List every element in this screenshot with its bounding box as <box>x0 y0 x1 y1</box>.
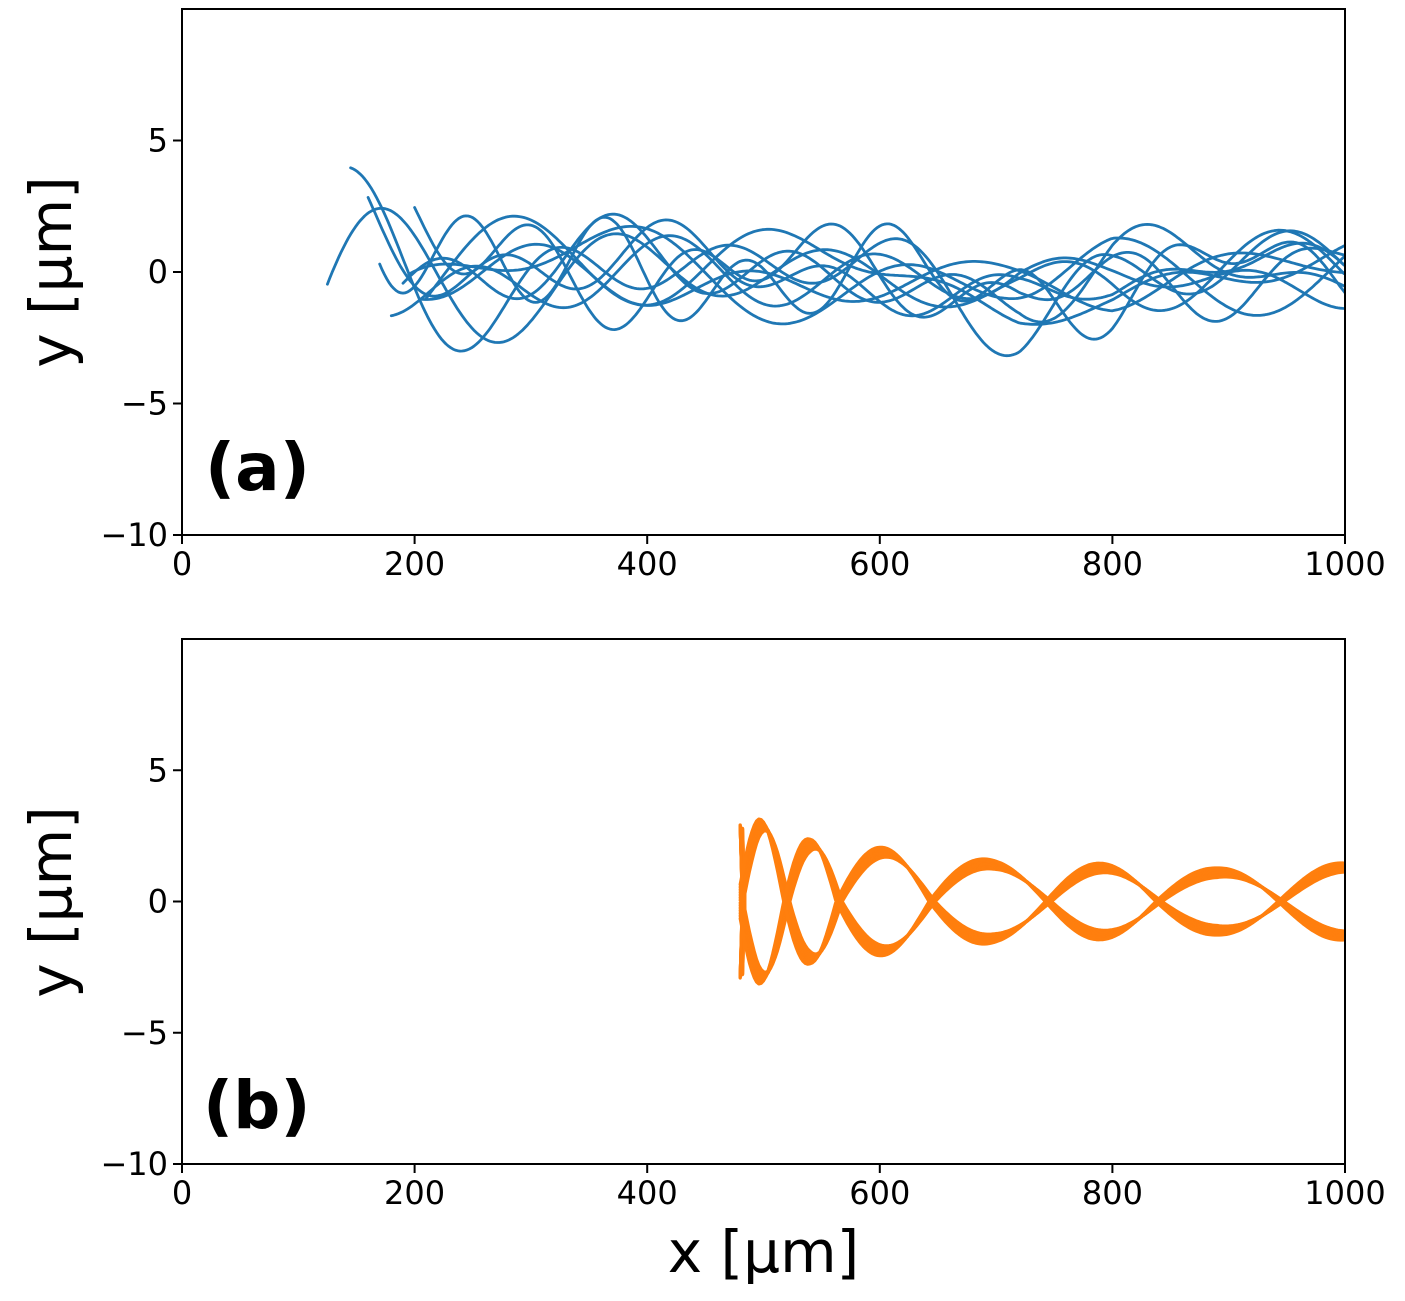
x-tick-label: 1000 <box>1304 1174 1385 1212</box>
trajectory-line <box>738 818 1345 965</box>
trajectory-line <box>738 839 1345 983</box>
trajectory-line <box>738 824 1345 978</box>
trajectory-line <box>738 822 1345 961</box>
x-tick-label: 400 <box>617 545 678 583</box>
panel-label: (a) <box>205 429 310 506</box>
trajectory-line <box>738 820 1345 964</box>
trajectory-line <box>418 227 1345 326</box>
trajectory-line <box>738 838 1345 985</box>
trajectory-line <box>738 837 1345 986</box>
trajectory-line <box>738 823 1345 979</box>
y-tick-label: 0 <box>148 883 168 921</box>
trajectory-line <box>389 234 1345 318</box>
trajectory-line <box>738 817 1345 966</box>
y-tick-label: −10 <box>100 516 168 554</box>
x-tick-label: 200 <box>384 545 445 583</box>
trajectory-line <box>738 840 1345 983</box>
panel-label: (b) <box>203 1067 311 1144</box>
series-group <box>325 166 1345 358</box>
panel-b: 0 200 400 600 800 1000 −10 −5 0 5 y [μm] x [μm] (b) <box>17 638 1386 1286</box>
trajectory-line <box>738 820 1345 963</box>
x-tick-label: 0 <box>172 545 192 583</box>
plot-frame <box>181 638 1346 1165</box>
trajectory-line <box>366 195 1345 318</box>
trajectory-line <box>401 212 1345 324</box>
x-tick-label: 1000 <box>1304 545 1385 583</box>
panel-a: 0 200 400 600 800 1000 −10 −5 0 5 y [μm] (a) <box>17 8 1386 583</box>
x-tick-label: 400 <box>617 1174 678 1212</box>
trajectory-line <box>738 823 1345 980</box>
series-group <box>738 817 1345 986</box>
trajectory-line <box>738 819 1345 965</box>
y-tick-label: −5 <box>121 385 168 423</box>
y-tick-label: −5 <box>121 1014 168 1052</box>
trajectory-line <box>738 821 1345 962</box>
y-axis-label: y [μm] <box>17 806 85 997</box>
plot-frame <box>181 8 1346 536</box>
y-axis-label: y [μm] <box>17 176 85 367</box>
trajectory-line <box>738 824 1345 980</box>
trajectory-line <box>738 838 1345 984</box>
trajectory-line <box>738 841 1345 982</box>
trajectory-line <box>738 825 1345 979</box>
trajectory-line <box>325 206 1345 344</box>
trajectory-line <box>413 206 1345 332</box>
x-tick-label: 800 <box>1082 1174 1143 1212</box>
y-tick-label: 5 <box>148 751 168 789</box>
trajectory-line <box>738 842 1345 981</box>
x-tick-label: 800 <box>1082 545 1143 583</box>
trajectory-line <box>424 214 1345 313</box>
x-tick-label: 600 <box>849 545 910 583</box>
x-axis-label: x [μm] <box>668 1218 859 1286</box>
trajectory-line <box>378 214 1345 341</box>
x-tick-label: 0 <box>172 1174 192 1212</box>
y-tick-label: −10 <box>100 1145 168 1183</box>
x-tick-label: 600 <box>849 1174 910 1212</box>
trajectory-line <box>738 823 1345 980</box>
y-tick-label: 0 <box>148 253 168 291</box>
y-tick-label: 5 <box>148 122 168 160</box>
x-tick-label: 200 <box>384 1174 445 1212</box>
